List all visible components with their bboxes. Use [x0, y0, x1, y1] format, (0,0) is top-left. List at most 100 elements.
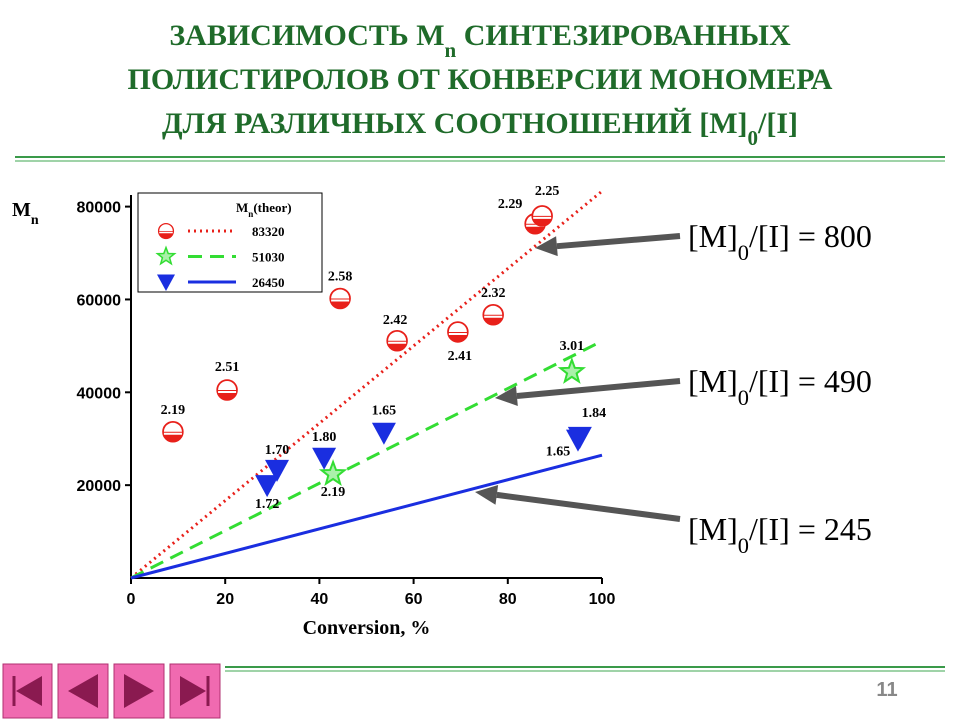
annotation: [M]0/[I] = 245 [688, 511, 872, 558]
data-point [162, 421, 184, 443]
point-label: 1.80 [312, 430, 337, 445]
data-point [371, 422, 396, 445]
point-label: 1.72 [255, 497, 280, 512]
point-label: 2.29 [498, 197, 523, 212]
last-button[interactable] [169, 663, 221, 719]
data-point [386, 330, 408, 352]
text-part: [M] [688, 218, 738, 254]
text-part: (theor) [253, 200, 291, 215]
marker-shape [255, 475, 280, 498]
data-point [482, 304, 504, 326]
subscript: 0 [748, 126, 759, 150]
marker-shape [557, 356, 587, 384]
data-point [565, 429, 590, 452]
data-point [265, 459, 290, 482]
data-point [329, 287, 351, 310]
marker-shape [371, 422, 396, 445]
arrow-head [535, 236, 558, 257]
prev-button[interactable] [57, 663, 109, 719]
text-part: [M] [688, 511, 738, 547]
legend-label: 83320 [252, 224, 285, 239]
marker-shape [533, 206, 552, 216]
y-tick-label: 80000 [77, 200, 122, 217]
marker-shape [388, 331, 407, 341]
x-tick-label: 0 [127, 591, 136, 608]
x-tick-label: 100 [589, 591, 616, 608]
y-tick-label: 40000 [77, 385, 122, 402]
point-label: 2.19 [161, 403, 186, 418]
subscript: n [445, 38, 457, 62]
point-label: 2.19 [321, 485, 346, 500]
arrow-head [495, 386, 518, 406]
data-point [318, 459, 348, 487]
x-axis-label: Conversion, % [303, 617, 431, 639]
point-label: 2.25 [535, 184, 560, 199]
marker-shape [159, 224, 173, 231]
legend-title: Mn(theor) [236, 200, 292, 219]
marker-shape [448, 322, 467, 332]
nav-buttons [2, 663, 221, 719]
text-part: СИНТЕЗИРОВАННЫХ [456, 19, 791, 52]
data-point [557, 356, 587, 384]
subscript: 0 [738, 385, 749, 410]
page-number: 11 [876, 679, 897, 701]
data-point [447, 321, 469, 343]
point-label: 2.51 [215, 360, 240, 375]
theory-line [130, 339, 603, 580]
data-point [255, 475, 280, 498]
subscript: 0 [738, 240, 749, 265]
legend-label: 26450 [252, 275, 285, 290]
annotation: [M]0/[I] = 800 [688, 218, 872, 265]
text-part: /[I] = 490 [749, 363, 872, 399]
point-label: 1.84 [582, 406, 607, 421]
x-tick-label: 20 [216, 591, 234, 608]
point-label: 2.58 [328, 270, 353, 285]
legend-marker [157, 274, 175, 291]
arrow-shaft [496, 491, 681, 522]
text-part: /[I] [757, 107, 798, 140]
text-part: ЗАВИСИМОСТЬ M [169, 19, 444, 52]
y-tick-label: 60000 [77, 292, 122, 309]
text-part: [M] [688, 363, 738, 399]
point-label: 1.65 [372, 404, 397, 419]
text-part: M [236, 200, 248, 215]
arrow-shaft [516, 378, 681, 399]
slide-title: ДЛЯ РАЗЛИЧНЫХ СООТНОШЕНИЙ [M]0/[I] [162, 107, 798, 150]
marker-shape [318, 459, 348, 487]
text-part: ПОЛИСТИРОЛОВ ОТ КОНВЕРСИИ МОНОМЕРА [128, 63, 833, 96]
marker-shape [155, 245, 177, 266]
marker-shape [157, 274, 175, 291]
point-label: 2.32 [481, 286, 506, 301]
marker-shape [331, 289, 350, 299]
point-label: 2.42 [383, 313, 408, 328]
arrow-head [475, 484, 499, 505]
data-point [312, 447, 337, 470]
theory-line [130, 453, 603, 580]
marker-shape [312, 447, 337, 470]
text-part: ДЛЯ РАЗЛИЧНЫХ СООТНОШЕНИЙ [M] [162, 107, 748, 140]
y-axis-label: Mn [12, 199, 39, 228]
data-point [216, 379, 238, 401]
marker-shape [265, 459, 290, 482]
subscript: 0 [738, 533, 749, 558]
slide-title: ПОЛИСТИРОЛОВ ОТ КОНВЕРСИИ МОНОМЕРА [128, 63, 833, 96]
marker-shape [163, 422, 182, 432]
marker-shape [218, 380, 237, 390]
slide-title: ЗАВИСИМОСТЬ Mn СИНТЕЗИРОВАННЫХ [169, 19, 791, 62]
x-tick-label: 60 [405, 591, 423, 608]
marker-shape [565, 429, 590, 452]
legend-marker [157, 222, 175, 240]
next-button[interactable] [113, 663, 165, 719]
text-part: M [12, 199, 31, 221]
first-button[interactable] [2, 663, 53, 719]
point-label: 1.65 [546, 445, 571, 460]
y-tick-label: 20000 [77, 478, 122, 495]
x-tick-label: 80 [499, 591, 517, 608]
x-tick-label: 40 [311, 591, 329, 608]
point-label: 3.01 [560, 339, 585, 354]
arrow-shaft [556, 233, 681, 250]
marker-shape [484, 305, 503, 315]
point-label: 1.70 [265, 443, 290, 458]
